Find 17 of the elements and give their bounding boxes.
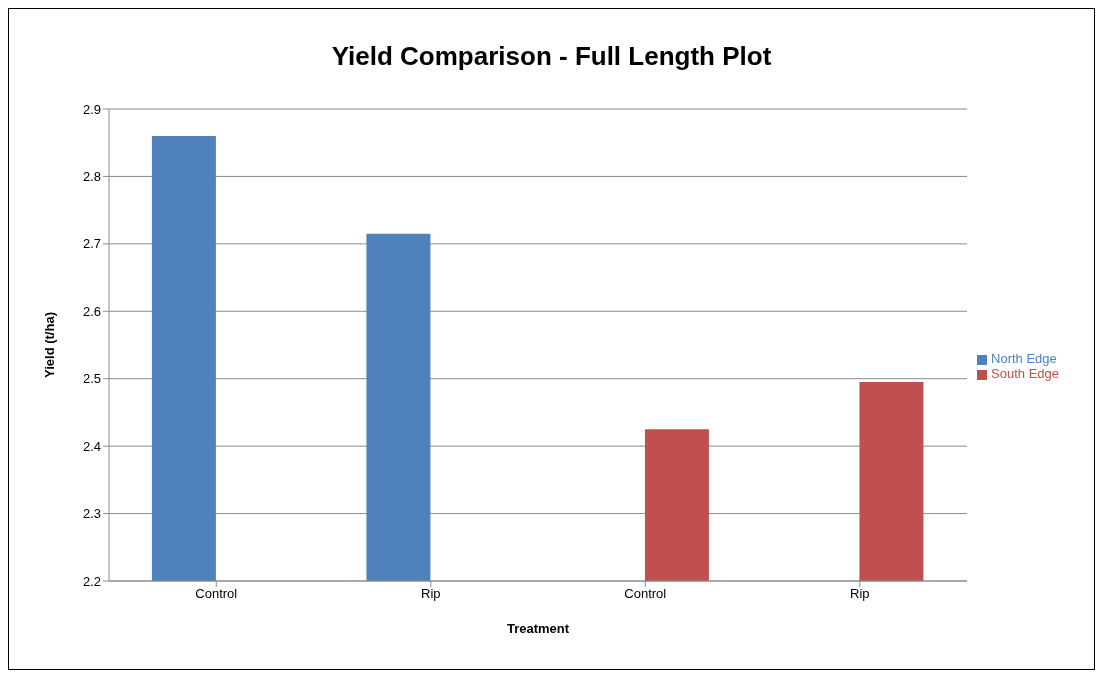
y-tick-label: 2.5 [82, 371, 101, 387]
x-tick-label: Control [624, 586, 667, 602]
x-tick-label: Rip [421, 586, 441, 602]
y-tick-label: 2.4 [82, 438, 101, 454]
y-tick-label: 2.8 [82, 169, 101, 185]
x-tick-label: Rip [850, 586, 870, 602]
legend-label: North Edge [991, 351, 1057, 366]
x-axis-title: Treatment [506, 621, 570, 636]
legend-label: South Edge [991, 366, 1059, 381]
y-axis-title: Yield (t/ha) [41, 312, 57, 378]
y-tick-label: 2.7 [82, 236, 101, 252]
chart-title: Yield Comparison - Full Length Plot [330, 41, 773, 73]
y-tick-label: 2.6 [82, 303, 101, 319]
x-tick-label: Control [195, 586, 238, 602]
y-tick-label: 2.9 [82, 101, 101, 117]
y-tick-label: 2.3 [82, 506, 101, 522]
y-tick-label: 2.2 [82, 573, 101, 589]
